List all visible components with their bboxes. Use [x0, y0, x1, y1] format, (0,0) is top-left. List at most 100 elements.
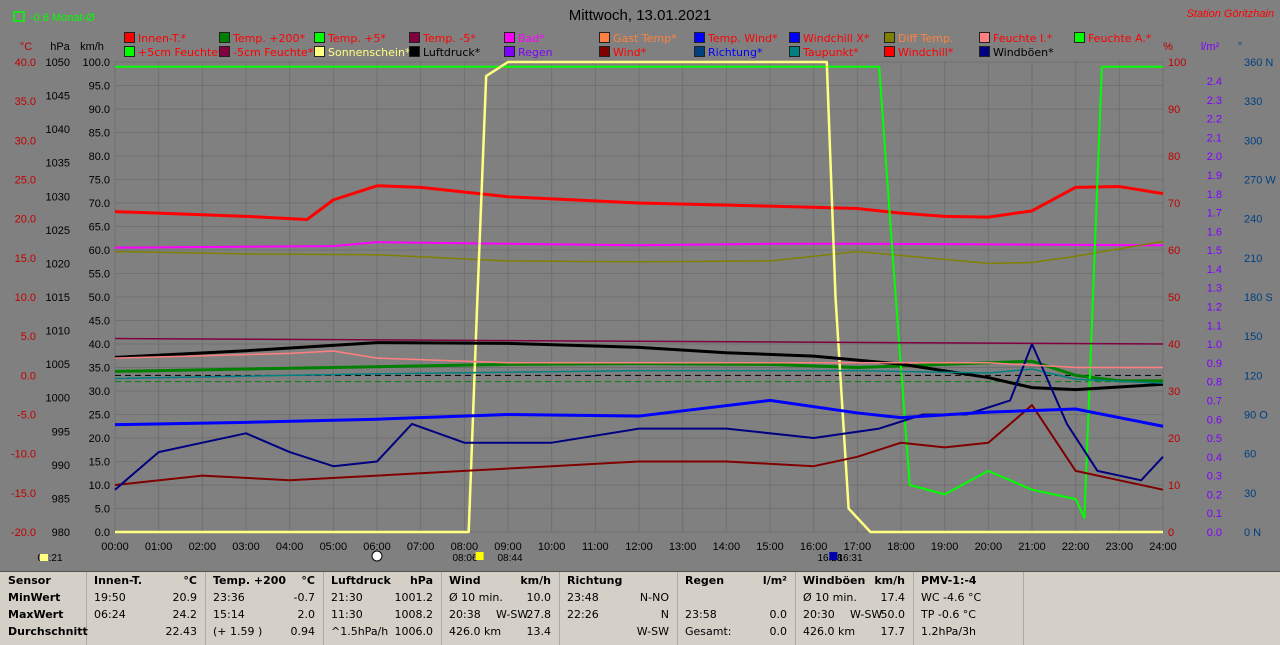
series-line — [114, 350, 1163, 369]
dir-tick-label: 0 N — [1244, 527, 1261, 539]
trend-icon — [13, 11, 25, 22]
legend-swatch — [314, 32, 325, 43]
legend-label: +5cm Feuchte* — [138, 46, 224, 59]
legend-label: Sonnenschein* — [328, 46, 411, 59]
weather-chart: 40.0 35.0 30.0 25.0 20.0 15.0 10.0 5.0 0.0 -5.0 -1… — [10, 7, 1277, 564]
pct-tick-label: 70 — [1168, 198, 1180, 210]
hpa-tick-label: 1045 — [46, 91, 70, 103]
legend-item: Innen-T.* — [124, 32, 186, 45]
rain-tick-label: 1.8 — [1207, 189, 1222, 201]
legend-item: Taupunkt* — [789, 46, 859, 59]
trend-label: -0.6 Monat-Ø — [30, 12, 95, 24]
kmh-tick-label: 80.0 — [89, 151, 110, 163]
stats-column: Richtung 23:48 N-NO 22:26 N W-SW — [559, 572, 678, 645]
temp-tick-label: 10.0 — [15, 292, 36, 304]
hpa-tick-label: 1010 — [46, 326, 70, 338]
stats-cell: 21:30 — [331, 591, 363, 604]
stats-cell: 19:50 — [94, 591, 126, 604]
hpa-tick-label: 1025 — [46, 225, 70, 237]
legend-swatch — [979, 32, 990, 43]
stats-cell: Ø 10 min. — [803, 591, 857, 604]
kmh-tick-label: 40.0 — [89, 339, 110, 351]
stats-cell: 23:58 — [685, 608, 717, 621]
hpa-tick-label: 980 — [52, 527, 70, 539]
rain-tick-label: 0.0 — [1207, 527, 1222, 539]
hpa-tick-label: 985 — [52, 493, 70, 505]
stats-column-header: Luftdruck — [331, 574, 391, 587]
temp-tick-label: 15.0 — [15, 253, 36, 265]
stats-cell-value: 13.4 — [526, 625, 552, 638]
stats-cell: 23:48 — [567, 591, 599, 604]
legend-label: Temp. Wind* — [708, 32, 778, 45]
rain-tick-label: 1.3 — [1207, 283, 1222, 295]
legend-label: Regen — [518, 46, 553, 59]
kmh-tick-label: 20.0 — [89, 433, 110, 445]
kmh-tick-label: 75.0 — [89, 175, 110, 187]
time-tick-label: 07:00 — [407, 541, 435, 553]
sun-marker-label: 16:31 — [837, 553, 862, 564]
axis-unit-left: °C — [20, 41, 32, 53]
legend-label: Wind* — [613, 46, 647, 59]
legend-label: Luftdruck* — [423, 46, 481, 59]
hpa-tick-label: 1040 — [46, 124, 70, 136]
stats-column-header: PMV-1:-4 — [921, 574, 977, 587]
stats-label-min: MinWert — [8, 591, 61, 604]
stats-column: Regen l/m² 23:58 0.0 Gesamt: 0.0 — [677, 572, 796, 645]
rain-tick-label: 2.3 — [1207, 95, 1222, 107]
rain-tick-label: 0.6 — [1207, 414, 1222, 426]
pct-tick-label: 0 — [1168, 527, 1174, 539]
time-tick-label: 10:00 — [538, 541, 566, 553]
temp-tick-label: -5.0 — [17, 410, 36, 422]
station-name: Station Göritzhain — [1187, 8, 1274, 20]
axis-unit-right: l/m² — [1201, 41, 1220, 53]
stats-label-max: MaxWert — [8, 608, 64, 621]
stats-cell: 11:30 — [331, 608, 363, 621]
dir-tick-label: 90 O — [1244, 410, 1268, 422]
stats-column-header: Innen-T. — [94, 574, 143, 587]
legend-label: Feuchte A.* — [1088, 32, 1152, 45]
stats-cell: 426.0 km — [803, 625, 856, 638]
time-tick-label: 22:00 — [1062, 541, 1090, 553]
time-tick-label: 16:00 — [800, 541, 828, 553]
rain-tick-label: 1.1 — [1207, 320, 1222, 332]
chart-grid — [114, 61, 1164, 533]
series-line — [115, 65, 1163, 519]
stats-cell: WC -4.6 °C — [921, 591, 982, 604]
legend-label: Windchill X* — [803, 32, 870, 45]
legend-swatch — [409, 46, 420, 57]
stats-column: Luftdruck hPa 21:30 1001.2 11:30 1008.2 ^1.5hP… — [323, 572, 442, 645]
axis-ticks: 40.0 35.0 30.0 25.0 20.0 15.0 10.0 5.0 0.0 -5.0 -1… — [11, 41, 1276, 553]
pct-tick-label: 50 — [1168, 292, 1180, 304]
legend-label: Temp. +200* — [233, 32, 306, 45]
stats-cell-value: -0.7 — [293, 591, 315, 604]
stats-column-header: Regen — [685, 574, 725, 587]
kmh-tick-label: 15.0 — [89, 457, 110, 469]
series-line — [114, 341, 1164, 392]
kmh-tick-label: 85.0 — [89, 128, 110, 140]
stats-column-unit: hPa — [409, 574, 433, 587]
series-line — [114, 398, 1164, 428]
kmh-tick-label: 0.0 — [95, 527, 110, 539]
legend-item: Regen — [504, 46, 553, 59]
stats-cell: 15:14 — [213, 608, 245, 621]
time-tick-label: 09:00 — [494, 541, 522, 553]
stats-cell: 22:26 — [567, 608, 599, 621]
stats-cell: 1.2hPa/3h — [921, 625, 977, 638]
time-tick-label: 00:00 — [101, 541, 129, 553]
legend-swatch — [1074, 32, 1085, 43]
legend-item: Windchill X* — [789, 32, 869, 45]
temp-tick-label: 30.0 — [15, 135, 36, 147]
kmh-tick-label: 60.0 — [89, 245, 110, 257]
rain-tick-label: 0.1 — [1207, 508, 1222, 520]
sun-marker-label: 08:44 — [497, 553, 522, 564]
kmh-tick-label: 25.0 — [89, 410, 110, 422]
sunset-icon — [829, 552, 838, 560]
time-tick-label: 17:00 — [844, 541, 872, 553]
time-tick-label: 01:00 — [145, 541, 173, 553]
stats-cell-value: 0.94 — [290, 625, 316, 638]
time-tick-label: 03:00 — [232, 541, 260, 553]
legend-swatch — [124, 46, 135, 57]
legend-item: Richtung* — [694, 46, 762, 59]
temp-tick-label: -10.0 — [11, 449, 36, 461]
stats-column-unit: l/m² — [762, 574, 787, 587]
